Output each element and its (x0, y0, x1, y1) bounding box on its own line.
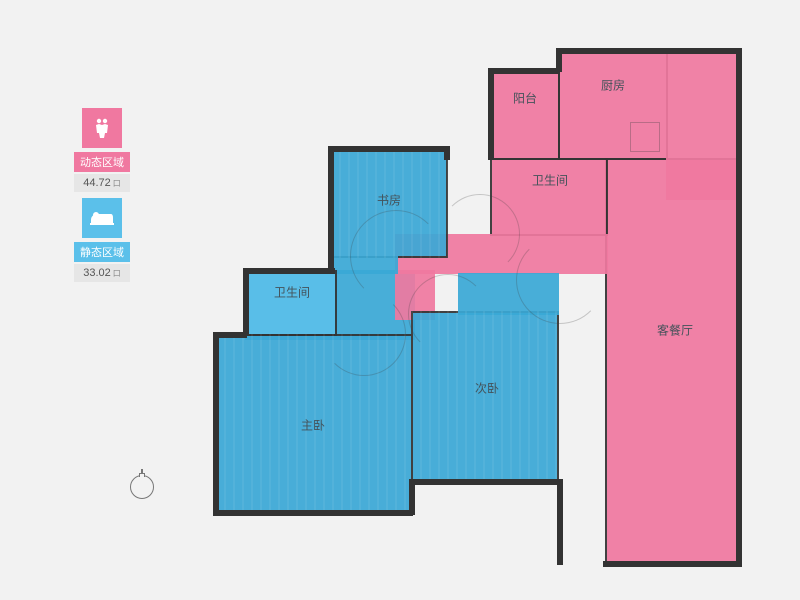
wall-segment (488, 68, 560, 74)
wall-segment (243, 268, 249, 336)
wall-segment (328, 146, 450, 152)
wall-segment (557, 479, 563, 565)
wall-segment (444, 146, 450, 160)
wall-segment (328, 146, 334, 272)
room-living (605, 158, 740, 565)
legend-static: 静态区域 33.02 (74, 198, 130, 282)
room-label-bath1: 卫生间 (532, 172, 568, 189)
compass-icon (130, 475, 154, 499)
bed-icon (82, 198, 122, 238)
wall-segment (603, 561, 742, 567)
room-balcony (490, 70, 560, 160)
room-label-living: 客餐厅 (657, 322, 693, 339)
wall-segment (556, 48, 670, 54)
wall-segment (243, 268, 335, 274)
room-label-master: 主卧 (301, 417, 325, 434)
door-arc (516, 236, 604, 324)
wall-segment (666, 48, 742, 54)
room-label-study: 书房 (377, 192, 401, 209)
room-label-balcony: 阳台 (513, 90, 537, 107)
door-arc (440, 194, 520, 274)
wall-segment (213, 510, 413, 516)
people-icon (82, 108, 122, 148)
door-arc (408, 274, 488, 354)
wall-segment (409, 479, 415, 515)
wall-segment (409, 479, 561, 485)
wall-segment (736, 48, 742, 567)
legend-dynamic-label: 动态区域 (74, 152, 130, 172)
legend-static-area: 33.02 (74, 264, 130, 282)
room-label-bath2: 卫生间 (274, 284, 310, 301)
shower-icon (630, 122, 660, 152)
room-label-second: 次卧 (475, 380, 499, 397)
legend-dynamic-area: 44.72 (74, 174, 130, 192)
wall-segment (213, 332, 219, 514)
legend-static-label: 静态区域 (74, 242, 130, 262)
wall-segment (488, 68, 494, 160)
legend-dynamic: 动态区域 44.72 (74, 108, 130, 192)
room-living2 (666, 50, 740, 200)
wall-segment (213, 332, 247, 338)
door-arc (322, 292, 406, 376)
stage: 动态区域 44.72 静态区域 33.02 厨房阳台客餐厅卫生间书房卫生间主卧次… (0, 0, 800, 600)
floor-plan: 厨房阳台客餐厅卫生间书房卫生间主卧次卧 (200, 30, 755, 565)
room-label-kitchen: 厨房 (601, 77, 625, 94)
